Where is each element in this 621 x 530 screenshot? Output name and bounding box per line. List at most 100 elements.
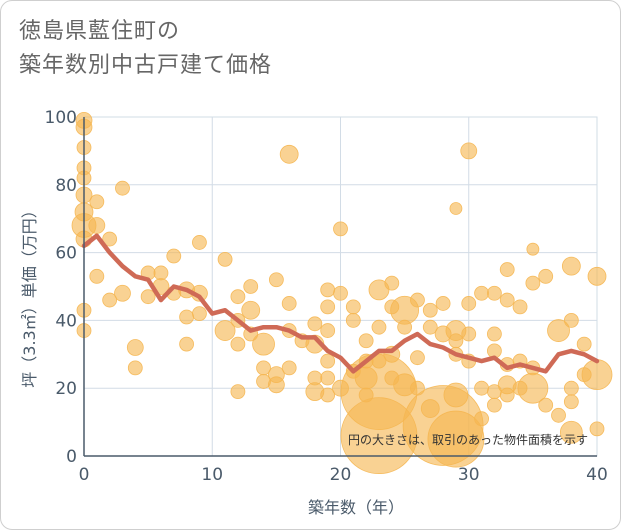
bubble-point: [576, 336, 592, 352]
bubble-series: [71, 111, 613, 475]
bubble-point: [320, 299, 336, 315]
x-tick-label: 30: [458, 465, 480, 485]
bubble-point: [410, 380, 425, 396]
bubble-point: [486, 326, 502, 342]
bubble-point: [345, 312, 361, 328]
bubble-point: [434, 325, 452, 343]
bubble-point: [512, 299, 528, 315]
bubble-point: [499, 262, 515, 277]
chart-title: 徳島県藍住町の 築年数別中古戸建て価格: [19, 15, 272, 83]
bubble-point: [474, 380, 489, 396]
bubble-point: [358, 333, 374, 349]
y-axis-title: 坪（3.3㎡）単価（万円）: [20, 202, 39, 387]
bubble-point: [179, 309, 195, 325]
bubble-point: [486, 384, 502, 399]
bubble-point: [499, 387, 515, 403]
bubble-point: [140, 289, 156, 305]
bubble-point: [420, 399, 440, 418]
bubble-point: [281, 360, 297, 376]
bubble-point: [410, 292, 425, 308]
bubble-point: [333, 285, 348, 301]
bubble-point: [559, 420, 583, 444]
bubble-point: [333, 221, 348, 237]
bubble-point: [448, 333, 464, 349]
bubble-point: [320, 370, 336, 386]
bubble-point: [214, 320, 236, 341]
bubble-point: [153, 265, 169, 281]
bubble-point: [576, 367, 592, 383]
bubble-point: [486, 285, 502, 301]
bubble-point: [384, 370, 400, 386]
bubble-point: [435, 296, 451, 311]
bubble-point: [268, 272, 284, 288]
bubble-point: [252, 332, 275, 356]
bubble-point: [320, 282, 336, 298]
average-price-line: [81, 233, 600, 374]
average-line-series: [81, 233, 600, 374]
bubble-point: [449, 202, 463, 215]
bubble-point: [499, 292, 515, 308]
bubble-point: [230, 289, 246, 305]
y-tick-label: 40: [55, 311, 77, 331]
bubble-point: [561, 256, 581, 276]
bubble-point: [88, 217, 106, 234]
bubble-point: [474, 285, 489, 301]
bubble-point: [114, 284, 131, 302]
bubble-size-note: 円の大きさは、取引のあった物件面積を示す: [348, 432, 588, 447]
bubble-point: [474, 411, 489, 427]
bubble-point: [443, 382, 469, 408]
x-tick-label: 0: [79, 465, 90, 485]
bubble-point: [230, 384, 246, 399]
bubble-point: [307, 370, 323, 386]
bubble-point: [256, 360, 271, 376]
bubble-point: [551, 407, 566, 423]
bubble-point: [320, 387, 336, 403]
x-tick-label: 40: [586, 465, 608, 485]
bubble-point: [422, 302, 438, 318]
bubble-point: [345, 299, 361, 315]
bubble-point: [127, 360, 143, 376]
y-tick-label: 20: [55, 379, 77, 399]
x-axis-title: 築年数（年）: [308, 498, 404, 517]
bubble-point: [587, 266, 607, 286]
chart-title-line-2: 築年数別中古戸建て価格: [19, 53, 273, 78]
bubble-point: [563, 394, 579, 410]
bubble-point: [538, 268, 554, 284]
bubble-point: [461, 326, 477, 342]
bubble-point: [192, 235, 207, 250]
bubble-point: [340, 397, 418, 475]
bubble-point: [256, 374, 271, 389]
bubble-point: [547, 319, 570, 342]
bubble-point: [102, 292, 118, 308]
bubble-point: [281, 296, 297, 311]
axes: 0 20 40 60 80 100 0 10 20 30 40: [45, 108, 608, 485]
bubble-point: [267, 376, 285, 394]
bubble-point: [538, 397, 554, 413]
x-tick-label: 10: [201, 465, 223, 485]
bubble-point: [384, 299, 400, 315]
bubble-point: [89, 194, 105, 210]
bubble-point: [384, 275, 400, 291]
bubble-point: [279, 144, 299, 164]
y-tick-label: 60: [55, 244, 77, 264]
bubble-point: [320, 323, 336, 338]
bubble-point: [371, 353, 387, 369]
bubble-point: [427, 410, 485, 468]
bubble-point: [410, 350, 425, 366]
x-tick-label: 20: [330, 465, 352, 485]
bubble-point: [563, 380, 579, 396]
y-tick-label: 100: [45, 108, 77, 128]
bubble-point: [115, 180, 130, 196]
bubble-point: [332, 379, 349, 397]
bubble-point: [192, 306, 207, 322]
bubble-point: [243, 279, 259, 294]
bubble-point: [89, 268, 105, 284]
bubble-point: [563, 312, 579, 328]
bubble-point: [230, 336, 246, 352]
chart-title-line-1: 徳島県藍住町の: [19, 19, 181, 44]
bubble-point: [241, 300, 261, 320]
bubble-point: [460, 142, 478, 160]
bubble-point: [166, 248, 182, 264]
